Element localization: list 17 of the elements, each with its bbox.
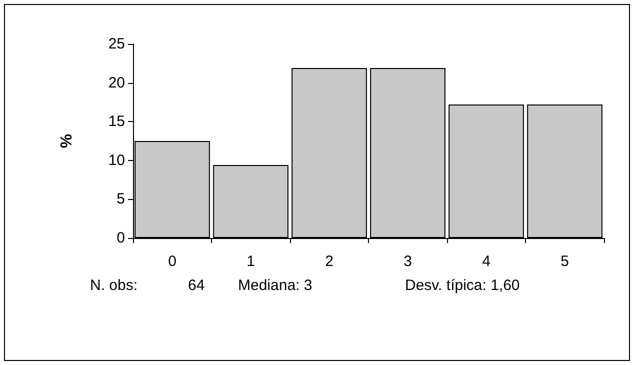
x-tick-label: 4 (482, 253, 490, 270)
x-tick-label: 3 (404, 253, 412, 270)
y-axis-title: % (58, 134, 76, 148)
text: Mediana: 3 (238, 277, 312, 294)
x-tick-label: 2 (325, 253, 334, 270)
text: Desv. típica: 1,60 (405, 277, 520, 294)
text: N. obs: (90, 277, 138, 294)
x-tick-label: 1 (246, 253, 255, 270)
x-tick-label: 0 (168, 253, 176, 270)
text: 64 (188, 277, 205, 294)
y-tick-label: 20 (108, 74, 125, 92)
y-tick-label: 10 (108, 152, 125, 169)
y-tick-label: 5 (116, 190, 125, 208)
y-tick-label: 25 (108, 36, 125, 52)
y-tick-label: 15 (108, 113, 125, 130)
y-tick-label: 0 (116, 230, 125, 246)
x-tick-label: 5 (560, 253, 569, 270)
